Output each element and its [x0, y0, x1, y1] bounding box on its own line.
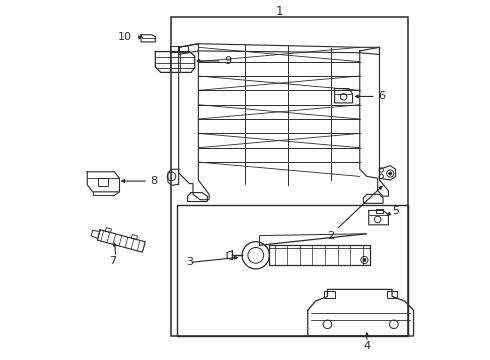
- Bar: [177, 205, 408, 336]
- Bar: [270, 245, 370, 265]
- Circle shape: [363, 258, 366, 261]
- Text: 3: 3: [186, 257, 193, 267]
- Bar: [172, 17, 408, 336]
- Text: 9: 9: [224, 56, 231, 66]
- Text: 7: 7: [109, 256, 116, 266]
- Bar: [376, 209, 383, 213]
- Bar: [179, 46, 188, 51]
- Bar: [387, 291, 397, 298]
- Text: 10: 10: [118, 32, 132, 42]
- Text: 5: 5: [392, 206, 399, 216]
- Text: 2: 2: [327, 231, 335, 240]
- Bar: [324, 291, 335, 298]
- Bar: [98, 178, 108, 186]
- Text: 6: 6: [378, 91, 385, 102]
- Text: 4: 4: [364, 341, 370, 351]
- Text: 1: 1: [275, 5, 283, 18]
- Circle shape: [389, 172, 392, 175]
- Text: 8: 8: [150, 176, 157, 186]
